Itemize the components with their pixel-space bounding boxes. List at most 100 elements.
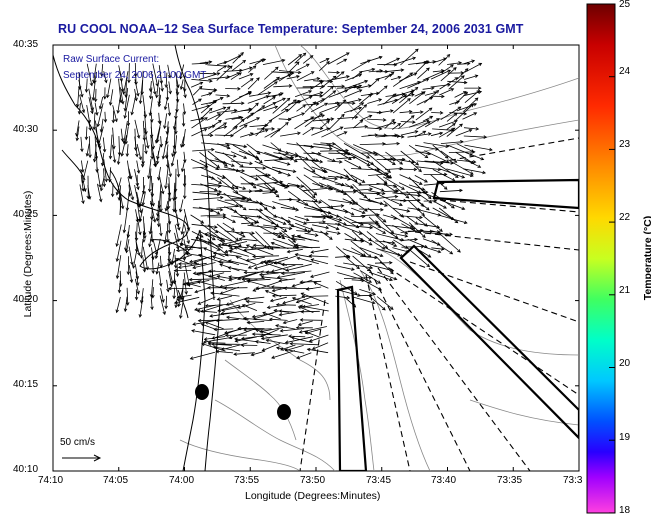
current-vector-head	[439, 228, 443, 232]
current-vector-head	[234, 126, 238, 130]
current-vector-head	[164, 185, 168, 190]
current-vector-head	[381, 191, 386, 195]
current-vector-head	[161, 155, 166, 160]
current-vector	[169, 254, 192, 264]
current-vector-head	[148, 243, 152, 248]
current-vector	[80, 175, 84, 191]
current-vector-head	[182, 282, 187, 286]
current-vector-head	[220, 311, 225, 316]
current-vector-head	[150, 238, 154, 243]
current-vector	[214, 134, 234, 137]
current-vector	[464, 90, 480, 104]
current-vector	[463, 60, 475, 65]
current-vector-head	[369, 187, 374, 192]
current-vector-head	[237, 326, 241, 331]
current-vector	[464, 63, 482, 73]
current-vector-head	[98, 145, 102, 150]
current-vector-head	[272, 96, 276, 100]
current-vector	[207, 64, 231, 67]
current-vector-head	[329, 236, 333, 240]
current-vector	[149, 168, 152, 192]
current-vector-head	[389, 260, 393, 265]
current-vector	[286, 75, 300, 80]
current-vector-head	[194, 289, 199, 294]
current-vector-head	[310, 250, 315, 254]
current-vector-head	[345, 148, 350, 153]
current-vector	[248, 262, 263, 269]
current-vector	[367, 198, 388, 207]
current-vector	[320, 86, 334, 98]
current-vector-head	[233, 246, 238, 250]
current-vector	[168, 270, 173, 287]
current-vector-head	[243, 144, 248, 149]
current-vector	[264, 66, 279, 80]
current-vector	[391, 94, 407, 104]
current-vector	[206, 113, 221, 121]
x-tick-label: 74:00	[169, 475, 195, 486]
current-vector-head	[209, 79, 213, 83]
current-vector	[359, 68, 375, 73]
current-vector-head	[240, 52, 244, 56]
current-vector-head	[108, 178, 112, 183]
current-vector-head	[93, 80, 97, 84]
current-vector	[377, 99, 398, 106]
current-vector-head	[95, 169, 99, 173]
current-vector	[205, 321, 224, 330]
current-vector	[234, 246, 256, 256]
current-vector	[141, 241, 144, 258]
current-vector-head	[168, 260, 173, 264]
current-vector	[320, 90, 336, 104]
current-vector	[407, 238, 428, 248]
current-vector-head	[305, 218, 310, 222]
current-vector-head	[368, 275, 373, 280]
current-vector	[243, 248, 265, 251]
current-vector	[280, 206, 299, 211]
current-vector	[345, 224, 373, 229]
current-vector-head	[84, 89, 89, 93]
current-vector	[125, 126, 129, 144]
current-vector	[116, 224, 122, 247]
current-vector	[192, 262, 216, 269]
current-vector-head	[371, 67, 376, 72]
current-vector-head	[129, 279, 134, 284]
current-vector-head	[172, 208, 176, 213]
current-vector-head	[384, 203, 388, 207]
current-vector	[216, 350, 234, 354]
current-vector-head	[148, 230, 153, 235]
current-vector	[228, 328, 257, 339]
current-vector	[209, 159, 227, 164]
current-vector-head	[100, 73, 104, 78]
current-vector	[414, 91, 425, 97]
current-vector	[201, 304, 224, 313]
current-vector	[192, 149, 214, 152]
current-vector-head	[326, 120, 330, 124]
current-vector-head	[259, 208, 264, 212]
current-vector	[208, 207, 220, 215]
current-vector-head	[414, 86, 419, 91]
current-vector-head	[155, 270, 159, 275]
current-vector-head	[260, 58, 265, 63]
current-vector-head	[223, 286, 227, 290]
current-vector	[78, 79, 83, 97]
current-vector-head	[280, 271, 285, 276]
current-vector	[276, 347, 305, 354]
current-vector	[244, 296, 265, 300]
x-tick-label: 73:35	[497, 475, 523, 486]
current-vector	[415, 166, 441, 170]
current-vector-head	[358, 106, 363, 110]
current-vector	[270, 142, 282, 152]
current-vector	[143, 135, 147, 154]
current-vector	[431, 112, 443, 114]
current-vector-head	[222, 106, 227, 110]
current-vector-head	[282, 320, 287, 325]
current-vector	[262, 343, 281, 351]
current-vector-head	[334, 176, 338, 181]
current-vector-head	[463, 80, 468, 85]
current-vector	[116, 177, 122, 195]
current-vector	[303, 159, 323, 163]
current-vector-head	[353, 85, 357, 89]
current-vector	[400, 130, 418, 136]
current-vector-head	[120, 100, 125, 105]
current-vector	[344, 151, 370, 166]
